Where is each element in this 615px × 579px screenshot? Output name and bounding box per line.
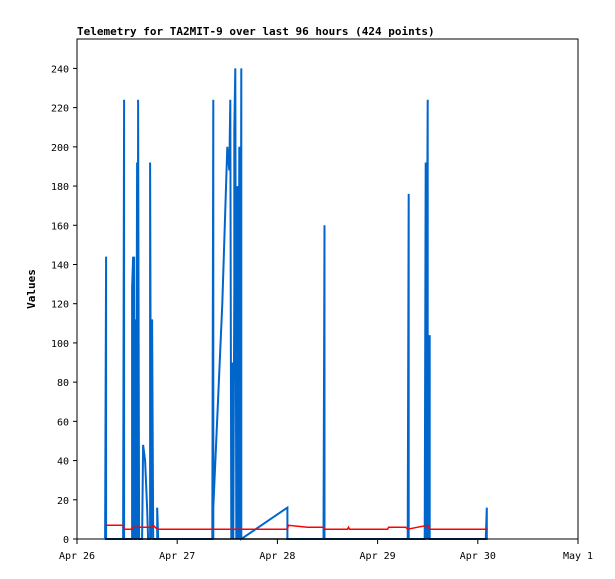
y-tick-label: 220 (51, 104, 69, 115)
y-tick-label: 160 (51, 221, 69, 232)
y-tick-label: 140 (51, 260, 69, 271)
y-tick-label: 20 (57, 496, 69, 507)
series-line-1 (105, 524, 488, 531)
y-tick-label: 80 (57, 378, 69, 389)
y-tick-label: 240 (51, 64, 69, 75)
x-tick-label: Apr 26 (59, 551, 95, 562)
y-axis-label: Values (25, 269, 38, 309)
y-axis: 0 20 40 60 80 100 120 140 160 180 200 220 240 (51, 64, 77, 546)
x-tick-label: Apr 30 (460, 551, 496, 562)
series-layer (104, 68, 488, 541)
y-tick-label: 0 (63, 535, 69, 546)
x-tick-label: Apr 28 (259, 551, 295, 562)
y-tick-label: 40 (57, 457, 69, 468)
y-tick-label: 60 (57, 417, 69, 428)
x-tick-label: May 1 (563, 551, 593, 562)
y-tick-label: 100 (51, 339, 69, 350)
y-tick-label: 200 (51, 143, 69, 154)
series-line-0 (104, 68, 488, 541)
y-tick-label: 120 (51, 300, 69, 311)
x-axis: Apr 26 Apr 27 Apr 28 Apr 29 Apr 30 May 1 (59, 539, 593, 562)
x-tick-label: Apr 29 (360, 551, 396, 562)
chart-title: Telemetry for TA2MIT-9 over last 96 hour… (77, 25, 435, 38)
y-tick-label: 180 (51, 182, 69, 193)
x-tick-label: Apr 27 (159, 551, 195, 562)
